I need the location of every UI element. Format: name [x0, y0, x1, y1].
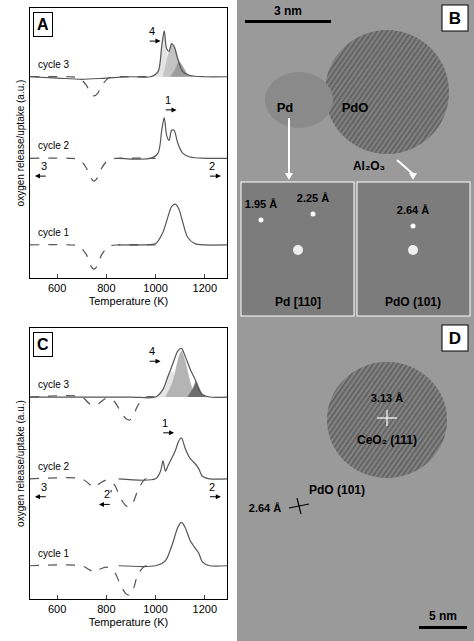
- svg-text:PdO: PdO: [342, 100, 369, 115]
- svg-text:oxygen release/uptake (a.u.): oxygen release/uptake (a.u.): [15, 400, 26, 527]
- svg-text:Pd [110]: Pd [110]: [275, 295, 321, 309]
- svg-text:Pd: Pd: [277, 100, 294, 115]
- svg-text:3 nm: 3 nm: [274, 4, 302, 18]
- svg-text:PdO (101): PdO (101): [385, 295, 441, 309]
- svg-text:Temperature (K): Temperature (K): [89, 616, 168, 628]
- svg-text:1200: 1200: [193, 282, 217, 294]
- svg-text:cycle 2: cycle 2: [38, 140, 70, 151]
- svg-text:600: 600: [48, 282, 66, 294]
- svg-text:1: 1: [165, 94, 171, 106]
- svg-text:3: 3: [41, 160, 47, 172]
- svg-text:2: 2: [209, 160, 215, 172]
- svg-text:3.13 Å: 3.13 Å: [371, 392, 403, 404]
- svg-text:3: 3: [41, 481, 47, 493]
- svg-text:2: 2: [209, 481, 215, 493]
- svg-text:2.25 Å: 2.25 Å: [297, 192, 329, 204]
- svg-text:cycle 1: cycle 1: [38, 227, 70, 238]
- svg-text:CeO₂ (111): CeO₂ (111): [357, 433, 417, 447]
- svg-text:2': 2': [104, 488, 112, 500]
- svg-text:2.64 Å: 2.64 Å: [397, 204, 429, 216]
- svg-text:5 nm: 5 nm: [429, 609, 457, 623]
- svg-text:4: 4: [149, 345, 155, 357]
- svg-text:4: 4: [149, 25, 155, 37]
- svg-text:800: 800: [97, 603, 115, 615]
- svg-text:A: A: [37, 16, 49, 33]
- svg-text:oxygen release/uptake (a.u.): oxygen release/uptake (a.u.): [15, 80, 26, 207]
- svg-text:B: B: [449, 9, 461, 28]
- svg-text:2.64 Å: 2.64 Å: [249, 502, 281, 514]
- svg-text:cycle 3: cycle 3: [38, 59, 70, 70]
- svg-text:C: C: [37, 336, 49, 353]
- svg-text:800: 800: [97, 282, 115, 294]
- svg-text:1200: 1200: [193, 603, 217, 615]
- svg-text:cycle 1: cycle 1: [38, 548, 70, 559]
- svg-text:Temperature (K): Temperature (K): [89, 295, 168, 307]
- svg-text:D: D: [449, 329, 461, 348]
- svg-text:1.95 Å: 1.95 Å: [245, 198, 277, 210]
- svg-text:1: 1: [162, 417, 168, 429]
- svg-text:600: 600: [48, 603, 66, 615]
- svg-text:1000: 1000: [143, 603, 167, 615]
- svg-text:PdO (101): PdO (101): [309, 483, 365, 497]
- svg-text:cycle 3: cycle 3: [38, 379, 70, 390]
- svg-text:Al₂O₃: Al₂O₃: [353, 159, 385, 173]
- svg-text:cycle 2: cycle 2: [38, 461, 70, 472]
- svg-text:1000: 1000: [143, 282, 167, 294]
